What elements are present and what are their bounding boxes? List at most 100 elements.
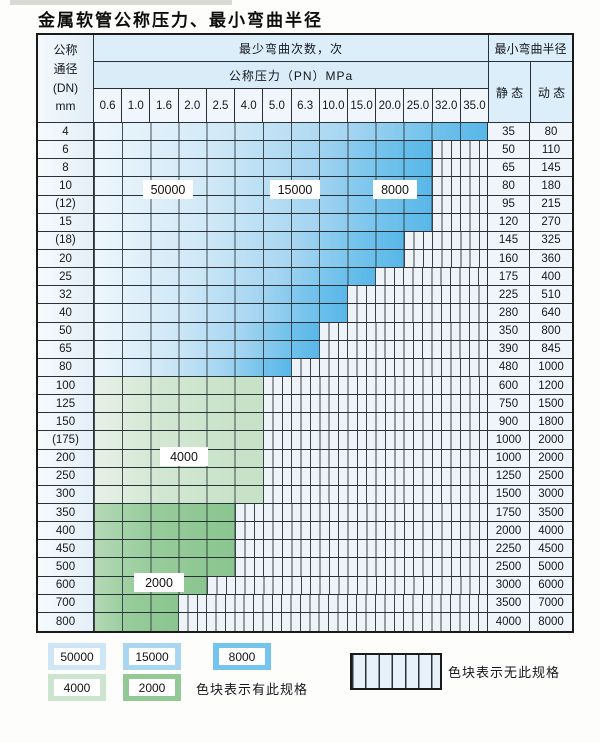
dn-cell: 32	[38, 286, 94, 304]
no-spec-hatch	[206, 576, 487, 594]
no-spec-hatch	[431, 177, 487, 195]
dn-header-line: 通径	[53, 61, 78, 76]
dn-cell: 350	[38, 503, 94, 522]
legend-swatch: 8000	[213, 643, 271, 670]
no-spec-hatch	[234, 522, 487, 540]
table-row: 6 50 110	[38, 141, 572, 160]
scan-artifact	[10, 0, 232, 5]
cycle-count-label: 50000	[143, 180, 193, 199]
dynamic-radius-cell: 80	[530, 123, 572, 141]
dynamic-radius-cell: 325	[530, 231, 572, 249]
table-row: 20 160 360	[38, 249, 572, 269]
no-spec-hatch	[431, 141, 487, 159]
available-pn-range	[94, 322, 320, 340]
nominal-pressure-header: 公称压力（PN）MPa	[94, 62, 488, 89]
no-spec-hatch	[234, 503, 487, 522]
pn-column-header: 2.5	[205, 89, 234, 122]
static-radius-cell: 160	[488, 249, 530, 268]
pn-cells	[94, 141, 488, 159]
dn-cell: 150	[38, 413, 94, 431]
available-pn-range	[94, 395, 263, 413]
pn-cells	[94, 358, 488, 376]
table: 公称 通径 (DN) mm 最少弯曲次数，次 最小弯曲半径 公称压力（PN）MP…	[36, 33, 574, 633]
table-row: 250 1250 2500	[38, 467, 572, 486]
no-spec-hatch	[234, 540, 487, 558]
dynamic-radius-cell: 845	[530, 340, 572, 358]
available-pn-range	[94, 141, 432, 159]
dynamic-radius-cell: 640	[530, 304, 572, 322]
pn-cells	[94, 231, 488, 249]
dn-cell: (175)	[38, 431, 94, 449]
legend-swatch: 4000	[48, 674, 106, 701]
table-row: (18) 145 325	[38, 231, 572, 250]
table-row: 15 120 270	[38, 213, 572, 232]
pn-cells	[94, 159, 488, 177]
static-radius-cell: 750	[488, 395, 530, 413]
pn-cells	[94, 540, 488, 558]
available-pn-range	[94, 195, 432, 213]
dn-cell: 20	[38, 249, 94, 268]
legend-swatch-label: 4000	[54, 679, 100, 696]
dn-cell: 700	[38, 594, 94, 612]
no-spec-hatch	[375, 268, 487, 286]
pn-column-header: 20.0	[375, 89, 403, 122]
table-row: 700 3500 7000	[38, 594, 572, 613]
dn-cell: 50	[38, 322, 94, 340]
available-pn-range	[94, 413, 263, 431]
dynamic-radius-cell: 2000	[530, 449, 572, 467]
table-row: 25 175 400	[38, 268, 572, 287]
pn-cells	[94, 522, 488, 540]
available-pn-range	[94, 159, 432, 177]
dn-cell: 4	[38, 123, 94, 141]
available-pn-range	[94, 249, 404, 268]
table-row: 200 1000 2000	[38, 449, 572, 468]
pn-column-header: 1.0	[121, 89, 149, 122]
available-pn-range	[94, 286, 348, 304]
dn-cell: 125	[38, 395, 94, 413]
table-row: 300 1500 3000	[38, 485, 572, 504]
dn-header-line: mm	[55, 99, 76, 114]
pn-cells	[94, 376, 488, 395]
no-spec-hatch	[431, 195, 487, 213]
dynamic-radius-cell: 215	[530, 195, 572, 213]
pn-column-header: 5.0	[262, 89, 290, 122]
static-radius-cell: 50	[488, 141, 530, 159]
pn-column-header: 25.0	[403, 89, 431, 122]
dn-cell: 500	[38, 558, 94, 576]
static-radius-cell: 95	[488, 195, 530, 213]
no-spec-hatch	[347, 286, 487, 304]
no-spec-hatch	[291, 358, 487, 376]
pn-cells	[94, 558, 488, 576]
pn-cells	[94, 195, 488, 213]
bend-cycles-header: 最少弯曲次数，次	[94, 35, 488, 62]
dn-cell: 250	[38, 467, 94, 485]
pn-cells	[94, 576, 488, 594]
dn-cell: 8	[38, 159, 94, 177]
static-radius-cell: 35	[488, 123, 530, 141]
table-row: 65 390 845	[38, 340, 572, 359]
table-row: 600 3000 6000	[38, 576, 572, 595]
dynamic-radius-cell: 510	[530, 286, 572, 304]
static-radius-cell: 1250	[488, 467, 530, 485]
pn-cells	[94, 268, 488, 286]
pn-values-row: 0.6 1.0 1.6 2.0 2.5 4.0 5.0 6.3 10.0 15.0 20.0 25.0…	[94, 89, 488, 122]
available-pn-range	[94, 231, 404, 249]
table-row: 400 2000 4000	[38, 522, 572, 541]
dynamic-radius-cell: 180	[530, 177, 572, 195]
static-radius-cell: 2000	[488, 522, 530, 540]
pn-cells	[94, 485, 488, 503]
static-radius-cell: 225	[488, 286, 530, 304]
available-pn-range	[94, 268, 376, 286]
pn-column-header: 4.0	[234, 89, 262, 122]
dynamic-radius-cell: 1500	[530, 395, 572, 413]
static-radius-cell: 4000	[488, 612, 530, 631]
table-row: 40 280 640	[38, 304, 572, 323]
cycle-count-label: 4000	[160, 447, 208, 466]
dynamic-radius-cell: 7000	[530, 594, 572, 612]
available-pn-range	[94, 522, 235, 540]
dynamic-radius-cell: 270	[530, 213, 572, 231]
table-row: 32 225 510	[38, 286, 572, 305]
dynamic-column-header: 动 态	[530, 62, 572, 122]
dn-header-line: 公称	[53, 43, 78, 58]
available-pn-range	[94, 123, 487, 141]
